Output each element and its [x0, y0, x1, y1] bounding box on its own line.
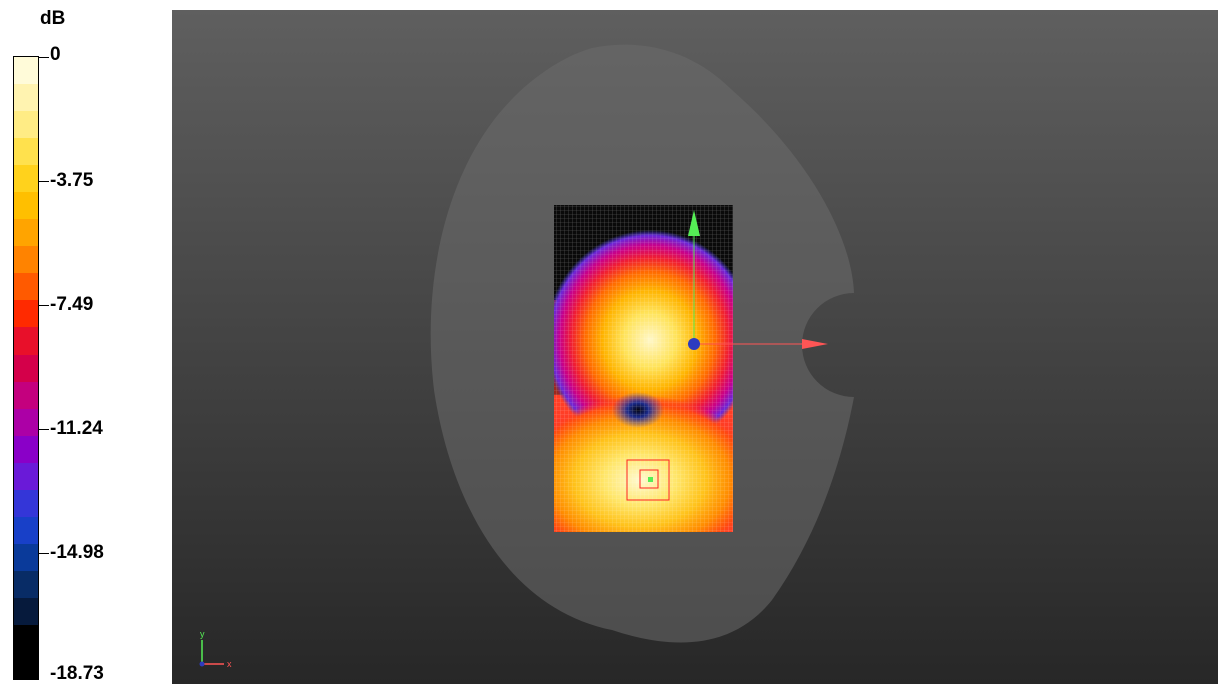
- origin-marker: [688, 338, 700, 350]
- scene-canvas: y x: [199, 44, 854, 669]
- colorbar-band: [14, 300, 38, 328]
- colorbar-band: [14, 138, 38, 166]
- colorbar-band: [14, 489, 38, 517]
- 3d-viewport[interactable]: y x: [172, 10, 1218, 684]
- legend-tick: [39, 305, 49, 306]
- colorbar-band: [14, 354, 38, 382]
- legend-tick: [39, 181, 49, 182]
- legend-tick: [39, 553, 49, 554]
- axis-triad-x-label: x: [227, 659, 232, 669]
- legend-unit-label: dB: [40, 8, 66, 29]
- colorbar-band: [14, 516, 38, 544]
- colorbar-band: [14, 273, 38, 301]
- colorbar-band: [14, 165, 38, 193]
- legend-tick-label: -3.75: [50, 170, 94, 191]
- legend-tick-label: -18.73: [50, 663, 104, 684]
- coordinate-axes[interactable]: [688, 210, 828, 350]
- peak-sar-marker: [626, 459, 670, 501]
- legend-tick: [39, 429, 49, 430]
- colorbar-band: [14, 219, 38, 247]
- colorbar-band: [14, 327, 38, 355]
- legend-tick-label: -7.49: [50, 294, 94, 315]
- colorbar-band: [14, 111, 38, 139]
- colorbar-band: [14, 435, 38, 463]
- legend-tick-label: 0: [50, 44, 61, 65]
- colorbar-band: [14, 570, 38, 598]
- colorbar-band: [14, 652, 38, 680]
- colorbar-band: [14, 57, 38, 85]
- axis-triad-y-label: y: [200, 629, 205, 639]
- colorbar-band: [14, 408, 38, 436]
- colorbar-band: [14, 192, 38, 220]
- colorbar-band: [14, 624, 38, 653]
- colorbar-band: [14, 543, 38, 571]
- axis-triad: y x: [199, 629, 232, 669]
- legend-tick-label: -14.98: [50, 542, 104, 563]
- legend-tick: [39, 57, 49, 58]
- legend-tick-label: -11.24: [50, 418, 103, 439]
- colorbar-band: [14, 246, 38, 274]
- colorbar-band: [14, 597, 38, 625]
- colorbar: [13, 56, 39, 680]
- colorbar-legend: dB 0 -3.75 -7.49 -11.24 -14.98 -18.73: [0, 0, 172, 684]
- colorbar-band: [14, 381, 38, 409]
- sar-scan-area: [554, 205, 733, 532]
- colorbar-band: [14, 462, 38, 490]
- colorbar-band: [14, 84, 38, 112]
